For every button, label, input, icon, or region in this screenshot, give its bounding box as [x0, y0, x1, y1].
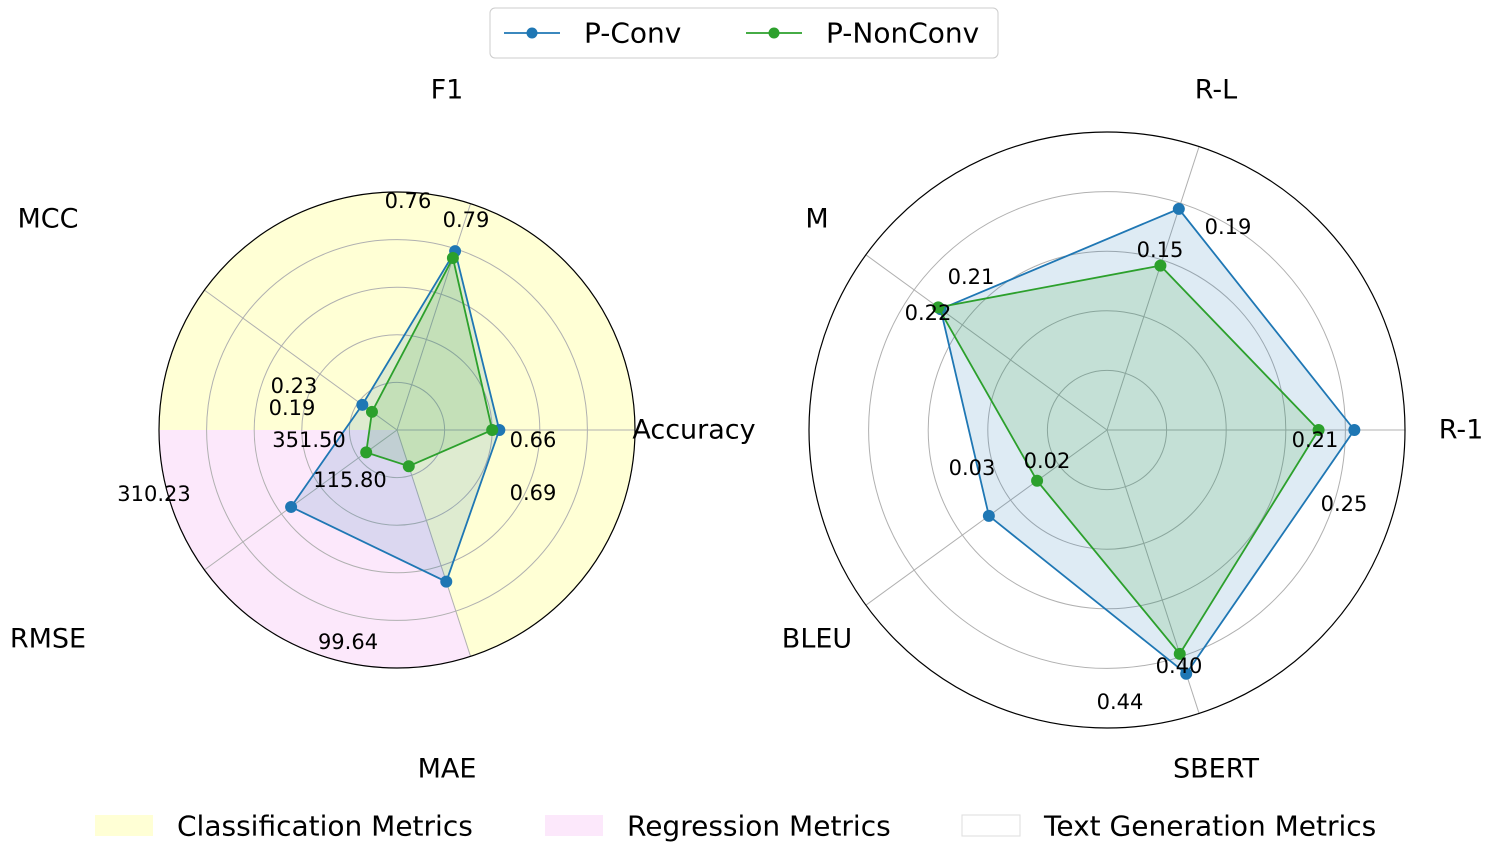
data-point-p-nonconv-sbert: [1173, 647, 1186, 660]
legend-swatch-regression-metrics: [545, 815, 603, 836]
axis-spoke: [396, 203, 472, 431]
series-legend: P-Conv P-NonConv: [489, 7, 999, 59]
radar-panel-1: Accuracy F1 MCC RMSE MAE 0.69 0.79 0.23 310.23 99…: [10, 75, 756, 785]
series-fill-p-conv: [291, 251, 500, 582]
legend-marker-p-nonconv: [768, 27, 780, 39]
value-label-p-conv-mae: 99.64: [318, 630, 378, 654]
value-label-p-conv-f1: 0.79: [443, 208, 490, 232]
axis-label-mcc: MCC: [17, 204, 78, 235]
value-label-p-conv-m: 0.21: [948, 265, 995, 289]
series-fill-p-nonconv: [366, 258, 493, 467]
value-label-p-conv-r-1: 0.25: [1321, 492, 1368, 516]
data-point-p-nonconv-mae: [402, 460, 415, 473]
axis-spoke: [1106, 146, 1200, 431]
legend-label-p-nonconv: P-NonConv: [826, 17, 979, 50]
value-label-p-nonconv-r-l: 0.15: [1137, 238, 1184, 262]
data-point-p-nonconv-mcc: [365, 405, 378, 418]
value-label-p-nonconv-rmse: 351.50: [272, 428, 345, 452]
value-label-p-nonconv-mae: 115.80: [313, 468, 386, 492]
data-point-p-conv-mae: [440, 575, 453, 588]
data-point-p-nonconv-r-l: [1154, 259, 1167, 272]
legend-marker-p-conv: [526, 27, 538, 39]
value-label-p-nonconv-accuracy: 0.66: [510, 428, 557, 452]
radar-outer-border: [158, 191, 636, 669]
data-point-p-nonconv-bleu: [1031, 474, 1044, 487]
data-point-p-conv-mcc: [356, 398, 369, 411]
value-label-p-conv-sbert: 0.44: [1097, 690, 1144, 714]
data-point-p-nonconv-r-1: [1312, 424, 1325, 436]
series-fill-p-conv: [940, 208, 1355, 674]
value-label-p-conv-rmse: 310.23: [117, 482, 190, 506]
data-point-p-nonconv-rmse: [360, 446, 373, 459]
radar-outer-border: [808, 131, 1406, 729]
value-label-p-nonconv-bleu: 0.02: [1024, 449, 1071, 473]
axis-label-mae: MAE: [418, 754, 477, 785]
axis-spoke: [865, 254, 1108, 431]
value-label-p-nonconv-m: 0.22: [905, 301, 952, 325]
value-label-p-conv-mcc: 0.23: [271, 374, 318, 398]
region-sector-regression-metrics: [159, 430, 471, 668]
series-legend-box: [489, 7, 999, 59]
legend-label-regression-metrics: Regression Metrics: [627, 810, 891, 843]
value-label-p-nonconv-r-1: 0.21: [1292, 428, 1339, 452]
axis-label-sbert: SBERT: [1173, 754, 1260, 785]
series-fill-p-nonconv: [938, 265, 1319, 654]
axis-spoke: [1106, 429, 1200, 714]
series-line-p-conv: [289, 248, 501, 583]
axis-label-r-l: R-L: [1195, 75, 1237, 106]
axis-label-m: M: [805, 204, 828, 235]
legend-swatch-classification-metrics: [95, 815, 153, 836]
region-sector-classification-metrics: [159, 192, 636, 657]
value-label-p-nonconv-mcc: 0.19: [269, 396, 316, 420]
radar-panel-2: R-1 R-L M BLEU SBERT 0.25 0.19 0.21 0.03 0.44 0.21…: [782, 75, 1483, 785]
value-label-p-conv-bleu: 0.03: [949, 456, 996, 480]
legend-label-classification-metrics: Classification Metrics: [177, 810, 473, 843]
data-point-p-conv-rmse: [285, 500, 298, 513]
region-legend: Classification Metrics Regression Metrics…: [95, 810, 1376, 843]
data-point-p-conv-sbert: [1180, 667, 1193, 680]
value-label-p-conv-r-l: 0.19: [1205, 215, 1252, 239]
series-line-p-conv: [939, 207, 1356, 676]
data-point-p-conv-r-l: [1172, 202, 1185, 215]
legend-label-p-conv: P-Conv: [584, 17, 681, 50]
data-point-p-nonconv-accuracy: [486, 424, 499, 436]
axis-label-bleu: BLEU: [782, 624, 852, 655]
axis-label-accuracy: Accuracy: [632, 415, 755, 446]
axis-label-r-1: R-1: [1439, 415, 1484, 446]
data-point-p-nonconv-m: [932, 301, 945, 314]
axis-label-f1: F1: [431, 75, 464, 106]
series-line-p-nonconv: [365, 255, 494, 468]
data-point-p-nonconv-f1: [446, 251, 459, 264]
axis-label-rmse: RMSE: [10, 624, 86, 655]
value-label-p-nonconv-sbert: 0.40: [1156, 654, 1203, 678]
data-point-p-conv-r-1: [1348, 424, 1361, 436]
legend-swatch-text-generation-metrics: [961, 814, 1021, 837]
series-line-p-nonconv: [936, 264, 1320, 656]
data-point-p-conv-bleu: [982, 509, 995, 522]
legend-label-text-generation-metrics: Text Generation Metrics: [1043, 810, 1376, 843]
value-label-p-conv-accuracy: 0.69: [510, 481, 557, 505]
value-label-p-nonconv-f1: 0.76: [385, 189, 432, 213]
